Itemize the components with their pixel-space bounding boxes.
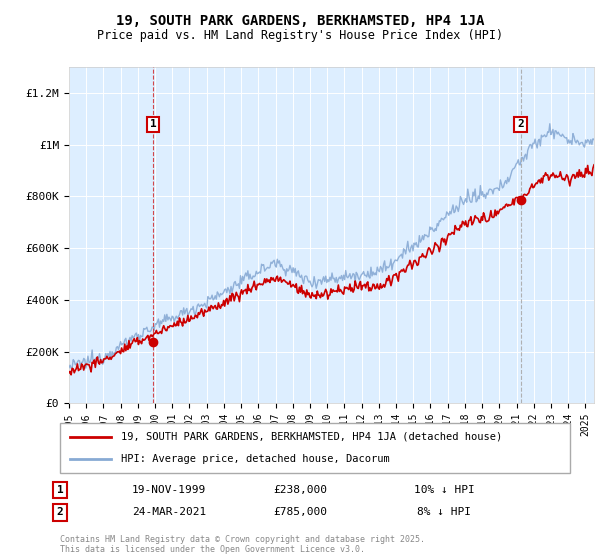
Text: 24-MAR-2021: 24-MAR-2021 [132, 507, 206, 517]
Text: 2: 2 [517, 119, 524, 129]
FancyBboxPatch shape [60, 423, 570, 473]
Text: HPI: Average price, detached house, Dacorum: HPI: Average price, detached house, Daco… [121, 454, 390, 464]
Text: 1: 1 [150, 119, 157, 129]
Text: 19-NOV-1999: 19-NOV-1999 [132, 485, 206, 495]
Text: £785,000: £785,000 [273, 507, 327, 517]
Text: 8% ↓ HPI: 8% ↓ HPI [417, 507, 471, 517]
Text: 10% ↓ HPI: 10% ↓ HPI [413, 485, 475, 495]
Text: 1: 1 [56, 485, 64, 495]
Text: Contains HM Land Registry data © Crown copyright and database right 2025.
This d: Contains HM Land Registry data © Crown c… [60, 535, 425, 554]
Text: Price paid vs. HM Land Registry's House Price Index (HPI): Price paid vs. HM Land Registry's House … [97, 29, 503, 42]
Text: 19, SOUTH PARK GARDENS, BERKHAMSTED, HP4 1JA: 19, SOUTH PARK GARDENS, BERKHAMSTED, HP4… [116, 14, 484, 28]
Text: 2: 2 [56, 507, 64, 517]
Text: £238,000: £238,000 [273, 485, 327, 495]
Text: 19, SOUTH PARK GARDENS, BERKHAMSTED, HP4 1JA (detached house): 19, SOUTH PARK GARDENS, BERKHAMSTED, HP4… [121, 432, 502, 442]
